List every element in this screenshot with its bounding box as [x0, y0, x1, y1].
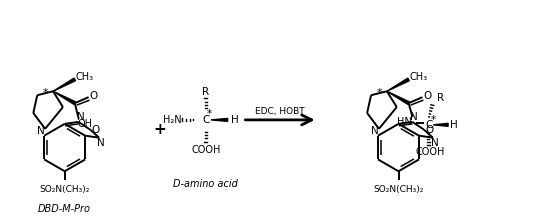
Text: SO₂N(CH₃)₂: SO₂N(CH₃)₂ — [40, 185, 90, 194]
Text: H₂N: H₂N — [163, 115, 182, 125]
Text: H: H — [231, 115, 239, 125]
Text: N: N — [371, 126, 379, 136]
Text: OH: OH — [77, 119, 92, 129]
Text: DBD-M-Pro: DBD-M-Pro — [38, 204, 91, 214]
Text: H: H — [450, 120, 458, 130]
Text: *: * — [206, 109, 211, 119]
Text: R: R — [437, 93, 444, 103]
Text: N: N — [410, 112, 418, 122]
Polygon shape — [387, 78, 409, 91]
Text: SO₂N(CH₃)₂: SO₂N(CH₃)₂ — [373, 185, 424, 194]
Text: +: + — [153, 122, 166, 137]
Text: *: * — [376, 88, 382, 98]
Text: *: * — [431, 115, 436, 125]
Text: N: N — [97, 138, 105, 148]
Text: *: * — [42, 88, 48, 98]
Text: O: O — [91, 125, 100, 135]
Text: O: O — [425, 125, 433, 135]
Text: EDC, HOBT: EDC, HOBT — [255, 107, 305, 116]
Polygon shape — [53, 78, 75, 91]
Text: R: R — [202, 87, 210, 97]
Text: HN: HN — [397, 117, 412, 127]
Polygon shape — [53, 91, 75, 104]
Text: C: C — [202, 115, 210, 125]
Text: N: N — [37, 126, 45, 136]
Text: D-amino acid: D-amino acid — [173, 179, 238, 189]
Text: CH₃: CH₃ — [75, 72, 94, 82]
Polygon shape — [387, 91, 409, 104]
Text: CH₃: CH₃ — [409, 72, 428, 82]
Text: N: N — [77, 112, 84, 122]
Text: O: O — [89, 91, 98, 101]
Text: COOH: COOH — [416, 147, 445, 157]
Polygon shape — [433, 123, 448, 126]
Polygon shape — [211, 118, 228, 121]
Text: N: N — [431, 138, 439, 148]
Text: C: C — [425, 120, 433, 130]
Text: COOH: COOH — [191, 144, 221, 155]
Text: O: O — [423, 91, 432, 101]
